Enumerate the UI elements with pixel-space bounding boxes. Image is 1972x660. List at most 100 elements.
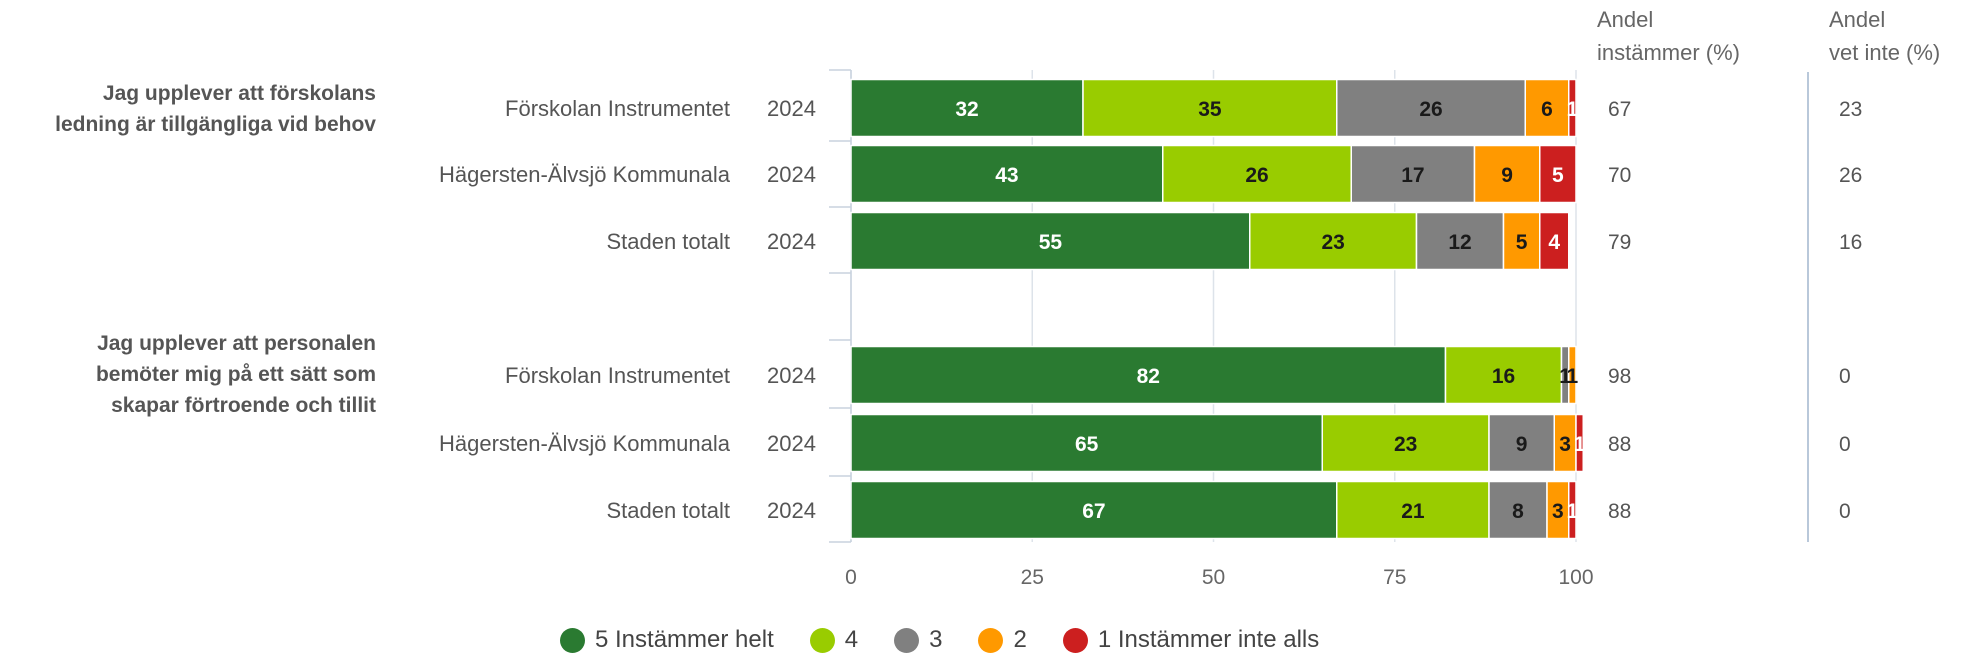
bar-value-label: 3 — [1559, 433, 1571, 456]
legend-item[interactable]: 5 Instämmer helt — [560, 626, 774, 654]
legend-label: 5 Instämmer helt — [595, 626, 774, 653]
andel-instammer-value: 98 — [1608, 365, 1631, 388]
question-label: bemöter mig på ett sätt som — [96, 363, 376, 386]
bar-value-label: 55 — [1039, 231, 1063, 254]
x-tick-label: 25 — [1021, 566, 1044, 589]
unit-label: Hägersten-Älvsjö Kommunala — [439, 162, 731, 187]
bar-segment — [1568, 78, 1577, 138]
andel-vet-inte-value: 0 — [1839, 500, 1851, 523]
question-label: skapar förtroende och tillit — [111, 394, 376, 417]
legend-label: 2 — [1013, 626, 1027, 653]
year-label: 2024 — [767, 363, 816, 388]
bar-value-label: 3 — [1552, 500, 1564, 523]
bar-value-label: 26 — [1245, 164, 1268, 187]
legend-label: 3 — [929, 626, 943, 653]
bar-value-label: 9 — [1501, 164, 1513, 187]
year-label: 2024 — [767, 229, 816, 254]
bar-value-label: 65 — [1075, 433, 1099, 456]
bar-value-label: 21 — [1401, 500, 1425, 523]
legend-swatch — [1062, 627, 1088, 653]
bar-value-label: 16 — [1492, 365, 1515, 388]
bar-segment — [1444, 345, 1563, 405]
bar-value-label: 5 — [1552, 164, 1564, 187]
bar-value-label: 43 — [995, 164, 1018, 187]
legend-label: 1 Instämmer inte alls — [1097, 626, 1320, 653]
bar-segment — [850, 480, 1338, 540]
bar-segment — [1162, 144, 1352, 204]
bar-value-label: 5 — [1516, 231, 1528, 254]
bar-segment — [1249, 211, 1418, 271]
bar-value-label: 23 — [1321, 231, 1344, 254]
year-label: 2024 — [767, 498, 816, 523]
andel-vet-inte-value: 0 — [1839, 365, 1851, 388]
bar-value-label: 17 — [1401, 164, 1424, 187]
legend-swatch — [560, 627, 585, 653]
question-label: ledning är tillgängliga vid behov — [55, 113, 376, 136]
bar-segment — [1568, 345, 1577, 405]
legend-label: 4 — [844, 626, 859, 653]
x-tick-label: 75 — [1383, 566, 1406, 589]
column-title-line1: Andel — [1597, 7, 1653, 32]
bar-value-label: 1 — [1567, 500, 1579, 523]
legend-item[interactable]: 1 Instämmer inte alls — [1062, 626, 1320, 654]
bar-value-label: 1 — [1567, 365, 1579, 388]
column-title-line2: vet inte (%) — [1829, 40, 1940, 65]
bar-value-label: 82 — [1137, 365, 1160, 388]
bar-segment — [1539, 211, 1570, 271]
x-tick-label: 100 — [1558, 566, 1593, 589]
bar-segment — [1415, 211, 1505, 271]
andel-vet-inte-value: 23 — [1839, 98, 1862, 121]
bar-segment — [1539, 144, 1577, 204]
bar-segment — [1350, 144, 1476, 204]
andel-vet-inte-value: 16 — [1839, 231, 1862, 254]
andel-vet-inte-value: 0 — [1839, 433, 1851, 456]
bar-value-label: 8 — [1512, 500, 1524, 523]
bar-segment — [1336, 78, 1526, 138]
andel-instammer-value: 79 — [1608, 231, 1631, 254]
legend-items: 5 Instämmer helt 4 3 2 1 Instämmer inte alls — [560, 626, 1355, 654]
legend-swatch — [894, 627, 920, 653]
bar-segment — [1568, 480, 1577, 540]
andel-instammer-value: 88 — [1608, 500, 1631, 523]
legend-item[interactable]: 3 — [894, 626, 942, 654]
bar-segment — [1321, 413, 1490, 473]
unit-label: Förskolan Instrumentet — [505, 363, 730, 388]
bar-segment — [850, 78, 1084, 138]
year-label: 2024 — [767, 162, 816, 187]
bar-segment — [1502, 211, 1541, 271]
andel-instammer-value: 67 — [1608, 98, 1631, 121]
x-tick-label: 50 — [1202, 566, 1225, 589]
x-tick-label: 0 — [845, 566, 857, 589]
bar-value-label: 26 — [1419, 98, 1442, 121]
bar-segment — [850, 144, 1164, 204]
legend-swatch — [978, 627, 1004, 653]
andel-instammer-value: 70 — [1608, 164, 1631, 187]
bar-value-label: 23 — [1394, 433, 1417, 456]
question-label: Jag upplever att förskolans — [103, 82, 376, 105]
question-label: Jag upplever att personalen — [97, 332, 376, 355]
bar-value-label: 9 — [1516, 433, 1528, 456]
bar-segment — [1575, 413, 1584, 473]
unit-label: Staden totalt — [606, 229, 730, 254]
year-label: 2024 — [767, 96, 816, 121]
bar-value-label: 1 — [1567, 98, 1579, 121]
bar-value-label: 1 — [1574, 433, 1586, 456]
year-label: 2024 — [767, 431, 816, 456]
bar-value-label: 6 — [1541, 98, 1553, 121]
legend-swatch — [809, 627, 835, 653]
legend: 5 Instämmer helt 4 3 2 1 Instämmer inte alls — [0, 626, 1972, 660]
bar-segment — [1488, 480, 1548, 540]
bar-segment — [850, 345, 1447, 405]
legend-item[interactable]: 2 — [978, 626, 1027, 654]
bar-segment — [1524, 78, 1570, 138]
legend-item[interactable]: 4 — [809, 626, 859, 654]
bar-value-label: 12 — [1448, 231, 1471, 254]
andel-instammer-value: 88 — [1608, 433, 1631, 456]
column-title-line1: Andel — [1829, 7, 1885, 32]
bar-value-label: 35 — [1198, 98, 1222, 121]
andel-vet-inte-value: 26 — [1839, 164, 1862, 187]
bar-value-label: 32 — [955, 98, 978, 121]
bar-segment — [850, 211, 1251, 271]
unit-label: Hägersten-Älvsjö Kommunala — [439, 431, 731, 456]
unit-label: Förskolan Instrumentet — [505, 96, 730, 121]
